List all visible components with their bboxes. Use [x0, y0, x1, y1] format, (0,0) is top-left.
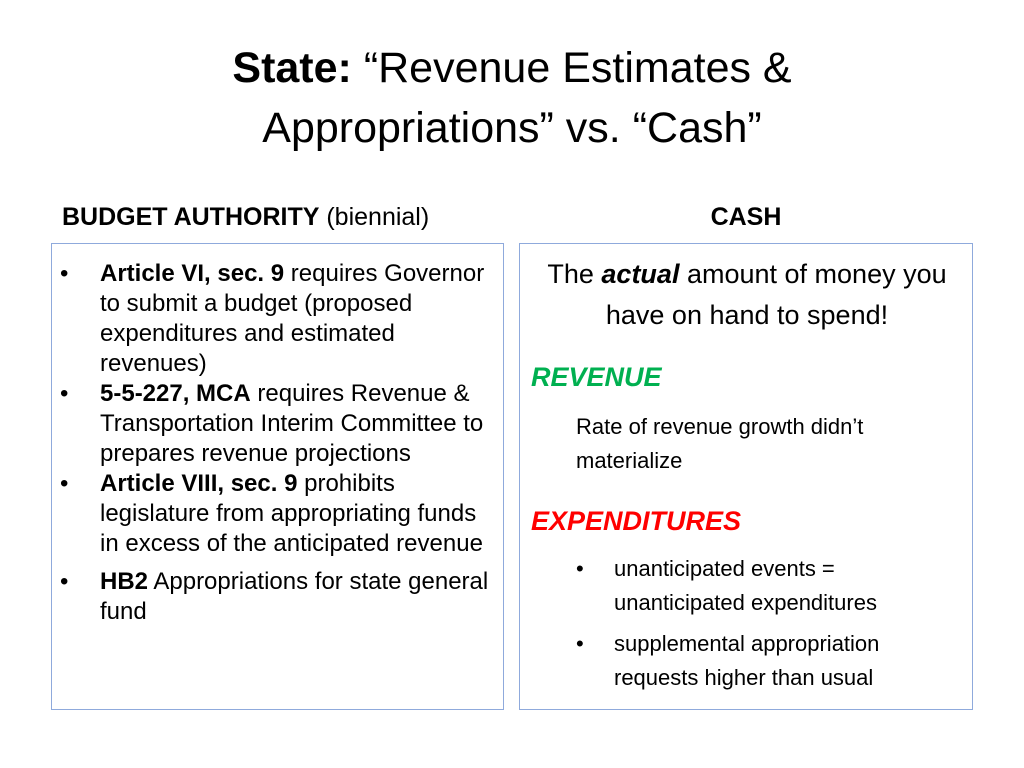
list-item-bold: 5-5-227, MCA — [100, 380, 251, 407]
bullet-glyph: • — [60, 260, 69, 287]
list-item: • unanticipated events = unanticipated e… — [576, 552, 956, 620]
bullet-glyph: • — [60, 568, 69, 595]
cash-box: The actual amount of money you have on h… — [519, 243, 973, 710]
revenue-text: Rate of revenue growth didn’t materializ… — [576, 414, 864, 473]
budget-authority-heading-rest: (biennial) — [326, 203, 430, 231]
cash-heading: CASH — [710, 203, 782, 231]
cash-definition: The actual amount of money you have on h… — [520, 254, 974, 336]
slide-title: State: “Revenue Estimates & Appropriatio… — [0, 38, 1024, 158]
bullet-glyph: • — [60, 380, 69, 407]
list-item-text: requires Revenue & Transportation Interi… — [100, 380, 484, 467]
list-item: • HB2 Appropriations for state general f… — [60, 567, 490, 627]
bullet-glyph: • — [60, 470, 69, 497]
list-item-text: unanticipated events = unanticipated exp… — [614, 556, 877, 615]
list-item: • Article VI, sec. 9 requires Governor t… — [60, 259, 490, 379]
bullet-glyph: • — [576, 556, 584, 581]
cash-definition-emphasis: actual — [601, 259, 680, 289]
cash-definition-start: The — [547, 259, 594, 289]
title-line-2: Appropriations” vs. “Cash” — [262, 104, 762, 152]
bullet-glyph: • — [576, 631, 584, 656]
list-item-bold: HB2 — [100, 568, 149, 595]
cash-definition-end: amount of money you have on hand to spen… — [605, 259, 947, 330]
budget-authority-heading: BUDGET AUTHORITY (biennial) — [62, 201, 429, 233]
list-item-bold: Article VI, sec. 9 — [100, 260, 285, 287]
list-item-text: Appropriations for state general fund — [100, 568, 489, 625]
revenue-heading: REVENUE — [531, 362, 662, 392]
budget-authority-heading-bold: BUDGET AUTHORITY — [62, 203, 320, 231]
title-line-1: State: “Revenue Estimates & — [0, 38, 1024, 98]
list-item-text: requires Governor to submit a budget (pr… — [100, 260, 485, 377]
list-item-bold: Article VIII, sec. 9 — [100, 470, 298, 497]
budget-authority-list: • Article VI, sec. 9 requires Governor t… — [60, 259, 490, 627]
expenditures-list: • unanticipated events = unanticipated e… — [576, 552, 956, 695]
expenditures-heading: EXPENDITURES — [531, 506, 742, 536]
title-bold: State: — [232, 44, 352, 92]
list-item-text: supplemental appropriation requests high… — [614, 631, 880, 690]
list-item-text: prohibits legislature from appropriating… — [100, 470, 483, 557]
list-item: • supplemental appropriation requests hi… — [576, 627, 956, 695]
list-item: • 5-5-227, MCA requires Revenue & Transp… — [60, 379, 490, 469]
title-line-1-text: “Revenue Estimates & — [363, 44, 792, 92]
budget-authority-box: • Article VI, sec. 9 requires Governor t… — [51, 243, 504, 710]
list-item: • Article VIII, sec. 9 prohibits legisla… — [60, 469, 490, 559]
